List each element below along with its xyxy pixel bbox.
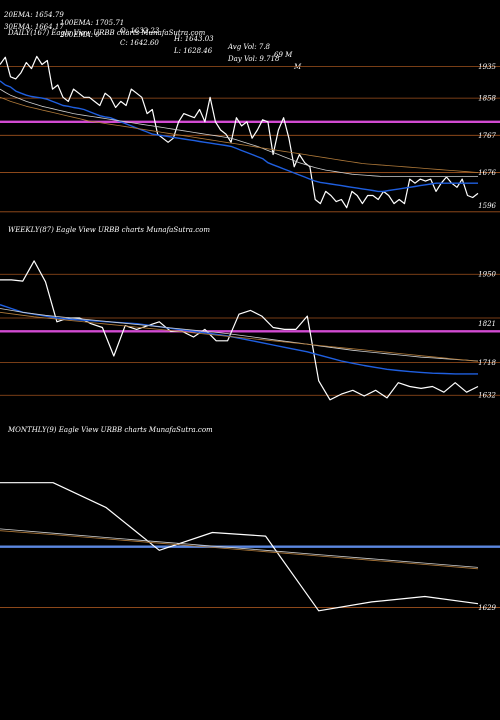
daily-ytick-label-0: 1935 [478,63,496,71]
ema100-label: 100EMA: 1705.71 [60,19,125,27]
weekly-series-2 [0,308,479,362]
daily-series-0 [0,55,479,209]
weekly-ytick-label-1: 1821 [478,320,496,328]
weekly-ytick-label-0: 1950 [478,271,496,279]
daily-series-1 [0,80,478,193]
ema20-label: 20EMA: 1654.79 [4,11,64,19]
monthly-series-2 [0,530,479,570]
monthly-ytick-label-0: 1629 [478,604,496,612]
avg-vol-unit: 69 M [274,51,293,59]
ema30-label: 30EMA: 1664.17 [4,23,64,31]
monthly-series-1 [0,528,479,568]
close-label: C: 1642.60 [120,39,159,47]
daily-ytick-label-4: 1596 [478,202,496,210]
monthly-series-0 [0,482,479,612]
day-vol-label: Day Vol: 9.718 [228,55,280,63]
low-label: L: 1628.46 [174,47,213,55]
daily-series-2 [0,88,478,178]
daily-series-3 [0,96,479,173]
weekly-ytick-label-2: 1718 [478,359,496,367]
header-line-2: 30EMA: 1664.17 200EMA: 0 C: 1642.60 L: 1… [4,15,301,71]
ema200-label: 200EMA: 0 [60,31,100,39]
avg-vol-label: Avg Vol: 7.8 [228,43,271,51]
high-label: H: 1643.03 [174,35,214,43]
weekly-series-0 [0,260,479,401]
daily-ytick-label-3: 1676 [478,169,496,177]
weekly-ytick-label-3: 1632 [478,392,496,400]
weekly-series-1 [0,304,478,375]
daily-panel-title: DAILY(167) Eagle View URBB charts Munafa… [8,29,206,37]
header-line-1: 20EMA: 1654.79 100EMA: 1705.71 O: 1632.2… [4,3,292,59]
open-label: O: 1632.23 [120,27,160,35]
daily-ytick-label-2: 1767 [478,132,496,140]
weekly-panel-title: WEEKLY(87) Eagle View URBB charts Munafa… [8,226,210,234]
monthly-panel-title: MONTHLY(9) Eagle View URBB charts Munafa… [8,426,213,434]
daily-ytick-label-1: 1858 [478,95,496,103]
weekly-series-3 [0,311,479,362]
day-vol-unit: M [294,63,302,71]
